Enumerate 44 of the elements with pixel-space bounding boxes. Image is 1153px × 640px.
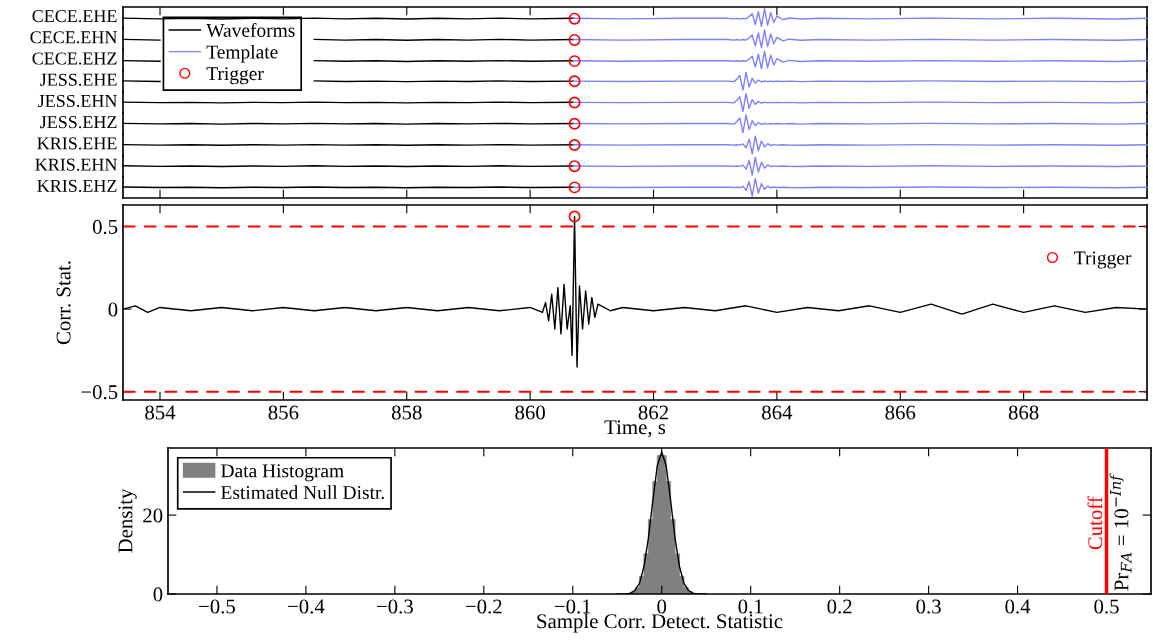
x-tick-label: 0.1 — [738, 599, 763, 614]
x-tick-label: −0.3 — [376, 599, 413, 614]
x-tick-label: 868 — [1008, 405, 1039, 420]
y-axis-title: JESS.EHZ — [40, 116, 117, 129]
x-axis-title: Time, s — [604, 420, 666, 438]
y-axis-title: Corr. Stat. — [56, 261, 71, 345]
x-tick-label: 0.4 — [1005, 599, 1031, 614]
y-axis-title: JESS.EHN — [38, 94, 118, 108]
x-tick-label: 0.5 — [1094, 599, 1119, 614]
y-axis-title: CECE.EHN — [30, 31, 118, 44]
y-tick-label: 0 — [108, 302, 118, 317]
legend-label: Estimated Null Distr. — [221, 485, 384, 500]
y-axis-title: CECE.EHZ — [32, 52, 117, 65]
x-tick-label: 860 — [515, 405, 545, 420]
y-tick-label: −0.5 — [81, 385, 118, 400]
x-tick-label: 862 — [638, 405, 668, 420]
x-tick-label: −0.4 — [288, 599, 325, 614]
x-axis-title: Sample Corr. Detect. Statistic — [537, 613, 783, 633]
legend-label: Trigger — [1074, 251, 1132, 269]
y-axis-title: CECE.EHE — [32, 10, 117, 23]
y-axis-title: KRIS.EHN — [35, 158, 118, 171]
annotation: Pr$_{FA}$ = 10$^{−Inf}$ — [1109, 473, 1132, 591]
legend-label: Data Histogram — [221, 464, 344, 482]
x-tick-label: 858 — [391, 405, 422, 420]
ref-line-label: Cutoff — [1087, 496, 1103, 550]
x-tick-label: 854 — [145, 405, 176, 420]
x-tick-label: −0.1 — [554, 599, 591, 614]
legend-label: Waveforms — [206, 23, 295, 38]
y-axis-title: JESS.EHE — [40, 73, 117, 86]
x-tick-label: 0 — [657, 599, 667, 614]
y-axis-title: KRIS.EHZ — [37, 179, 117, 192]
y-axis-title: KRIS.EHE — [37, 137, 117, 150]
x-tick-label: 864 — [762, 405, 793, 420]
x-tick-label: 0.3 — [916, 599, 941, 614]
x-tick-label: −0.5 — [199, 599, 236, 614]
y-tick-label: 0.5 — [92, 219, 118, 235]
y-tick-label: 20 — [143, 508, 163, 523]
x-tick-label: 0.2 — [827, 599, 852, 614]
x-tick-label: 866 — [885, 405, 916, 420]
x-tick-label: 856 — [268, 405, 299, 420]
y-axis-title: Density — [118, 488, 137, 553]
legend-label: Template — [206, 44, 278, 63]
x-tick-label: −0.2 — [465, 599, 502, 614]
legend-label: Trigger — [206, 67, 264, 85]
